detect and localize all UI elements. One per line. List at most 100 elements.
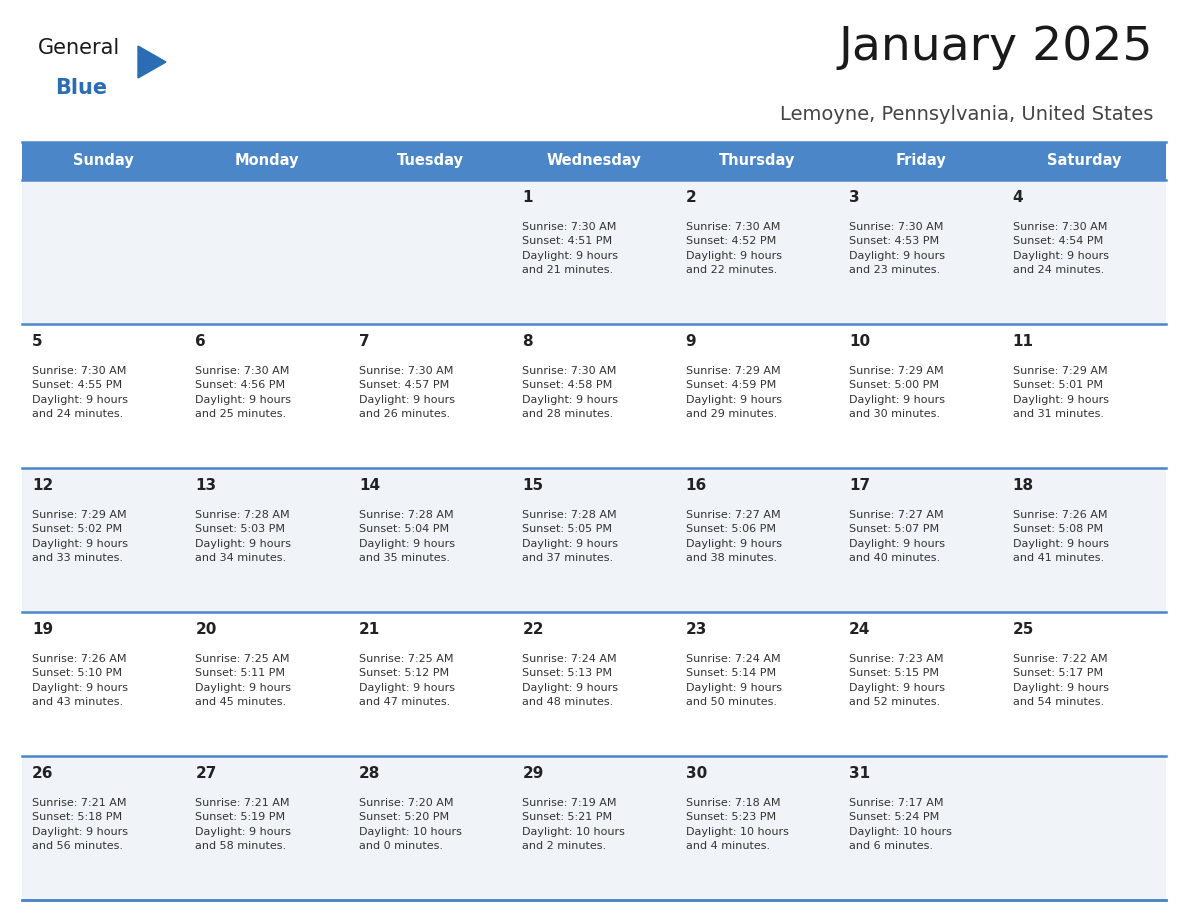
Bar	[839, 756, 1003, 900]
Text: 30: 30	[685, 766, 707, 781]
Text: Thursday: Thursday	[719, 153, 796, 169]
Text: Sunrise: 7:22 AM
Sunset: 5:17 PM
Daylight: 9 hours
and 54 minutes.: Sunrise: 7:22 AM Sunset: 5:17 PM Dayligh…	[1012, 654, 1108, 707]
Text: 26: 26	[32, 766, 53, 781]
Text: Sunrise: 7:21 AM
Sunset: 5:19 PM
Daylight: 9 hours
and 58 minutes.: Sunrise: 7:21 AM Sunset: 5:19 PM Dayligh…	[196, 798, 291, 851]
Text: 12: 12	[32, 478, 53, 493]
Text: 22: 22	[523, 622, 544, 637]
Text: 19: 19	[32, 622, 53, 637]
Bar	[185, 756, 349, 900]
Text: Sunrise: 7:23 AM
Sunset: 5:15 PM
Daylight: 9 hours
and 52 minutes.: Sunrise: 7:23 AM Sunset: 5:15 PM Dayligh…	[849, 654, 946, 707]
Bar	[512, 324, 676, 468]
Text: Sunrise: 7:26 AM
Sunset: 5:08 PM
Daylight: 9 hours
and 41 minutes.: Sunrise: 7:26 AM Sunset: 5:08 PM Dayligh…	[1012, 510, 1108, 564]
Text: 8: 8	[523, 334, 533, 349]
Bar	[185, 468, 349, 612]
Text: 16: 16	[685, 478, 707, 493]
Text: Sunrise: 7:24 AM
Sunset: 5:13 PM
Daylight: 9 hours
and 48 minutes.: Sunrise: 7:24 AM Sunset: 5:13 PM Dayligh…	[523, 654, 618, 707]
Text: Sunrise: 7:28 AM
Sunset: 5:03 PM
Daylight: 9 hours
and 34 minutes.: Sunrise: 7:28 AM Sunset: 5:03 PM Dayligh…	[196, 510, 291, 564]
Text: Sunrise: 7:29 AM
Sunset: 4:59 PM
Daylight: 9 hours
and 29 minutes.: Sunrise: 7:29 AM Sunset: 4:59 PM Dayligh…	[685, 366, 782, 420]
Text: Lemoyne, Pennsylvania, United States: Lemoyne, Pennsylvania, United States	[779, 105, 1154, 124]
Bar	[676, 142, 839, 180]
Text: 31: 31	[849, 766, 871, 781]
Text: Sunrise: 7:28 AM
Sunset: 5:05 PM
Daylight: 9 hours
and 37 minutes.: Sunrise: 7:28 AM Sunset: 5:05 PM Dayligh…	[523, 510, 618, 564]
Text: 9: 9	[685, 334, 696, 349]
Text: 20: 20	[196, 622, 216, 637]
Bar	[349, 612, 512, 756]
Text: Sunrise: 7:27 AM
Sunset: 5:06 PM
Daylight: 9 hours
and 38 minutes.: Sunrise: 7:27 AM Sunset: 5:06 PM Dayligh…	[685, 510, 782, 564]
Polygon shape	[138, 46, 166, 78]
Bar	[512, 142, 676, 180]
Text: Tuesday: Tuesday	[397, 153, 465, 169]
Text: 10: 10	[849, 334, 871, 349]
Text: 29: 29	[523, 766, 544, 781]
Text: 18: 18	[1012, 478, 1034, 493]
Bar	[512, 180, 676, 324]
Text: 27: 27	[196, 766, 216, 781]
Text: Saturday: Saturday	[1047, 153, 1121, 169]
Bar	[839, 180, 1003, 324]
Text: Sunrise: 7:28 AM
Sunset: 5:04 PM
Daylight: 9 hours
and 35 minutes.: Sunrise: 7:28 AM Sunset: 5:04 PM Dayligh…	[359, 510, 455, 564]
Text: Sunrise: 7:18 AM
Sunset: 5:23 PM
Daylight: 10 hours
and 4 minutes.: Sunrise: 7:18 AM Sunset: 5:23 PM Dayligh…	[685, 798, 789, 851]
Bar	[349, 324, 512, 468]
Text: Sunrise: 7:27 AM
Sunset: 5:07 PM
Daylight: 9 hours
and 40 minutes.: Sunrise: 7:27 AM Sunset: 5:07 PM Dayligh…	[849, 510, 946, 564]
Bar	[23, 324, 185, 468]
Bar	[349, 180, 512, 324]
Bar	[512, 756, 676, 900]
Text: 24: 24	[849, 622, 871, 637]
Text: 23: 23	[685, 622, 707, 637]
Bar	[676, 180, 839, 324]
Bar	[839, 324, 1003, 468]
Text: Sunrise: 7:26 AM
Sunset: 5:10 PM
Daylight: 9 hours
and 43 minutes.: Sunrise: 7:26 AM Sunset: 5:10 PM Dayligh…	[32, 654, 128, 707]
Bar	[23, 142, 185, 180]
Text: 28: 28	[359, 766, 380, 781]
Bar	[185, 612, 349, 756]
Text: Blue: Blue	[55, 78, 107, 98]
Bar	[512, 612, 676, 756]
Text: January 2025: January 2025	[839, 25, 1154, 70]
Text: 4: 4	[1012, 190, 1023, 205]
Text: Sunrise: 7:25 AM
Sunset: 5:11 PM
Daylight: 9 hours
and 45 minutes.: Sunrise: 7:25 AM Sunset: 5:11 PM Dayligh…	[196, 654, 291, 707]
Bar	[349, 756, 512, 900]
Bar	[349, 468, 512, 612]
Bar	[1003, 756, 1165, 900]
Text: 25: 25	[1012, 622, 1034, 637]
Text: Sunrise: 7:29 AM
Sunset: 5:00 PM
Daylight: 9 hours
and 30 minutes.: Sunrise: 7:29 AM Sunset: 5:00 PM Dayligh…	[849, 366, 946, 420]
Text: Sunrise: 7:30 AM
Sunset: 4:56 PM
Daylight: 9 hours
and 25 minutes.: Sunrise: 7:30 AM Sunset: 4:56 PM Dayligh…	[196, 366, 291, 420]
Text: 5: 5	[32, 334, 43, 349]
Bar	[512, 468, 676, 612]
Bar	[23, 180, 185, 324]
Bar	[839, 612, 1003, 756]
Bar	[349, 142, 512, 180]
Bar	[185, 180, 349, 324]
Text: General: General	[38, 38, 120, 58]
Bar	[1003, 324, 1165, 468]
Text: 6: 6	[196, 334, 207, 349]
Text: Monday: Monday	[235, 153, 299, 169]
Text: Friday: Friday	[896, 153, 946, 169]
Bar	[1003, 180, 1165, 324]
Bar	[23, 756, 185, 900]
Text: 3: 3	[849, 190, 860, 205]
Bar	[1003, 612, 1165, 756]
Bar	[23, 468, 185, 612]
Text: Sunrise: 7:17 AM
Sunset: 5:24 PM
Daylight: 10 hours
and 6 minutes.: Sunrise: 7:17 AM Sunset: 5:24 PM Dayligh…	[849, 798, 952, 851]
Text: Sunrise: 7:30 AM
Sunset: 4:52 PM
Daylight: 9 hours
and 22 minutes.: Sunrise: 7:30 AM Sunset: 4:52 PM Dayligh…	[685, 222, 782, 275]
Bar	[676, 468, 839, 612]
Text: 17: 17	[849, 478, 871, 493]
Bar	[839, 468, 1003, 612]
Text: Sunrise: 7:21 AM
Sunset: 5:18 PM
Daylight: 9 hours
and 56 minutes.: Sunrise: 7:21 AM Sunset: 5:18 PM Dayligh…	[32, 798, 128, 851]
Text: 15: 15	[523, 478, 543, 493]
Text: Sunrise: 7:30 AM
Sunset: 4:54 PM
Daylight: 9 hours
and 24 minutes.: Sunrise: 7:30 AM Sunset: 4:54 PM Dayligh…	[1012, 222, 1108, 275]
Bar	[1003, 468, 1165, 612]
Bar	[676, 756, 839, 900]
Text: Sunrise: 7:29 AM
Sunset: 5:02 PM
Daylight: 9 hours
and 33 minutes.: Sunrise: 7:29 AM Sunset: 5:02 PM Dayligh…	[32, 510, 128, 564]
Text: Sunrise: 7:29 AM
Sunset: 5:01 PM
Daylight: 9 hours
and 31 minutes.: Sunrise: 7:29 AM Sunset: 5:01 PM Dayligh…	[1012, 366, 1108, 420]
Text: 13: 13	[196, 478, 216, 493]
Bar	[1003, 142, 1165, 180]
Bar	[676, 612, 839, 756]
Text: Sunrise: 7:30 AM
Sunset: 4:57 PM
Daylight: 9 hours
and 26 minutes.: Sunrise: 7:30 AM Sunset: 4:57 PM Dayligh…	[359, 366, 455, 420]
Text: 11: 11	[1012, 334, 1034, 349]
Text: Wednesday: Wednesday	[546, 153, 642, 169]
Text: Sunrise: 7:24 AM
Sunset: 5:14 PM
Daylight: 9 hours
and 50 minutes.: Sunrise: 7:24 AM Sunset: 5:14 PM Dayligh…	[685, 654, 782, 707]
Text: 1: 1	[523, 190, 532, 205]
Bar	[185, 142, 349, 180]
